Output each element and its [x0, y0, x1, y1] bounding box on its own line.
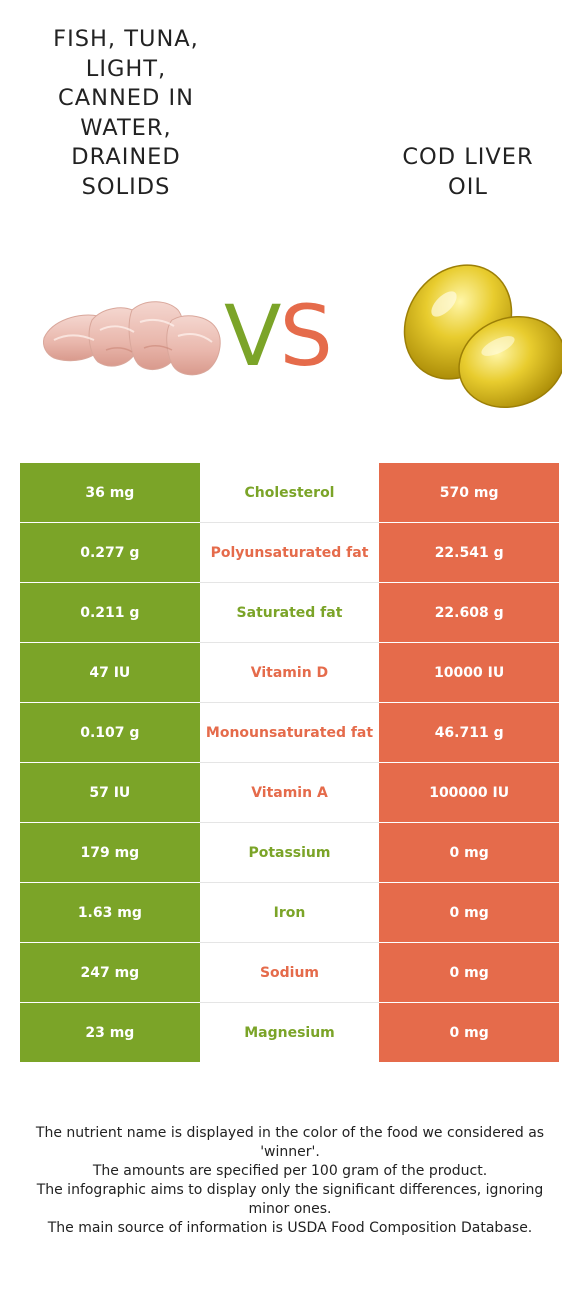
right-food-title: COD LIVER OIL [368, 143, 568, 202]
table-row: 0.211 g Saturated fat 22.608 g [20, 582, 559, 643]
left-value: 23 mg [20, 1002, 200, 1062]
nutrient-name: Iron [199, 882, 380, 943]
left-value: 1.63 mg [20, 882, 200, 943]
nutrient-name: Saturated fat [199, 582, 380, 643]
right-value: 0 mg [379, 822, 559, 883]
nutrient-name: Sodium [199, 942, 380, 1003]
table-row: 0.107 g Monounsaturated fat 46.711 g [20, 702, 559, 763]
footnote-line: The nutrient name is displayed in the co… [35, 1125, 545, 1160]
tuna-chunks-image [40, 290, 230, 390]
left-value: 0.107 g [20, 702, 200, 763]
table-row: 179 mg Potassium 0 mg [20, 822, 559, 883]
right-value: 10000 IU [379, 642, 559, 703]
right-value: 0 mg [379, 882, 559, 943]
left-value: 0.277 g [20, 522, 200, 583]
left-title-line: LIGHT, [85, 55, 167, 82]
table-row: 1.63 mg Iron 0 mg [20, 882, 559, 943]
vs-letter-v: V [224, 287, 281, 385]
left-title-line: DRAINED [71, 144, 181, 170]
nutrient-name: Cholesterol [199, 463, 380, 523]
table-row: 47 IU Vitamin D 10000 IU [20, 642, 559, 703]
table-row: 36 mg Cholesterol 570 mg [20, 463, 559, 523]
footnote: The nutrient name is displayed in the co… [30, 1124, 550, 1238]
left-title-line: CANNED IN [58, 85, 194, 111]
left-food-title: FISH, TUNA, LIGHT, CANNED IN WATER, DRAI… [22, 25, 230, 202]
right-value: 570 mg [379, 463, 559, 523]
left-value: 247 mg [20, 942, 200, 1003]
right-title-line: OIL [448, 173, 488, 200]
nutrient-name: Monounsaturated fat [199, 702, 380, 763]
left-value: 57 IU [20, 762, 200, 823]
right-value: 46.711 g [379, 702, 559, 763]
table-row: 247 mg Sodium 0 mg [20, 942, 559, 1003]
nutrient-name: Potassium [199, 822, 380, 883]
vs-letter-s: S [279, 287, 332, 385]
nutrient-name: Vitamin A [199, 762, 380, 823]
right-value: 0 mg [379, 1002, 559, 1062]
left-value: 0.211 g [20, 582, 200, 643]
footnote-line: The main source of information is USDA F… [47, 1220, 533, 1236]
left-value: 179 mg [20, 822, 200, 883]
left-value: 47 IU [20, 642, 200, 703]
right-value: 100000 IU [379, 762, 559, 823]
nutrient-name: Magnesium [199, 1002, 380, 1062]
table-row: 23 mg Magnesium 0 mg [20, 1002, 559, 1062]
table-row: 0.277 g Polyunsaturated fat 22.541 g [20, 522, 559, 583]
left-title-line: FISH, TUNA, [53, 26, 199, 52]
right-value: 0 mg [379, 942, 559, 1003]
right-title-line: COD LIVER [402, 144, 534, 170]
comparison-table: 36 mg Cholesterol 570 mg 0.277 g Polyunsatur… [20, 463, 559, 1062]
left-value: 36 mg [20, 463, 200, 523]
nutrient-name: Polyunsaturated fat [199, 522, 380, 583]
right-value: 22.541 g [379, 522, 559, 583]
left-title-line: WATER, [80, 114, 172, 141]
table-row: 57 IU Vitamin A 100000 IU [20, 762, 559, 823]
left-title-line: SOLIDS [81, 173, 171, 200]
nutrient-name: Vitamin D [199, 642, 380, 703]
versus-label: VS [224, 286, 354, 386]
fish-oil-capsules-image [400, 262, 566, 412]
right-value: 22.608 g [379, 582, 559, 643]
footnote-line: The amounts are specified per 100 gram o… [92, 1163, 488, 1179]
footnote-line: The infographic aims to display only the… [36, 1182, 544, 1217]
